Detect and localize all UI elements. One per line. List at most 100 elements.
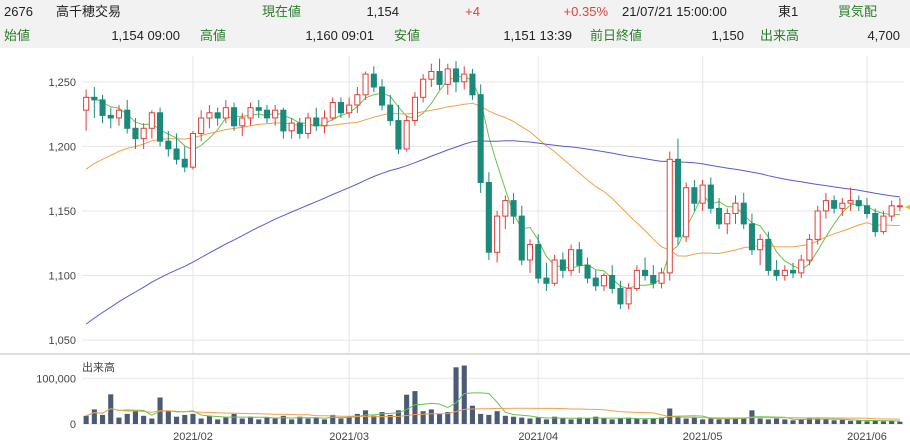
candle-body — [559, 259, 566, 271]
candle-body — [181, 158, 188, 168]
volume-bar — [650, 418, 656, 424]
candle-body — [288, 122, 295, 132]
volume-bar — [856, 420, 862, 424]
volume-ma-mid — [85, 407, 900, 420]
volume-bar — [338, 418, 344, 424]
volume-bar — [330, 414, 336, 424]
candle-body — [707, 184, 714, 209]
volume-bar — [83, 415, 89, 424]
volume-bar — [864, 421, 870, 424]
candle-body — [732, 202, 739, 214]
volume-bar — [412, 391, 418, 424]
candle-body — [395, 120, 402, 150]
market-name: 東1 — [778, 4, 799, 19]
volume-bar — [256, 419, 262, 424]
candle-body — [592, 277, 599, 287]
volume-bar — [141, 415, 147, 424]
volume-bar — [576, 417, 582, 424]
ma-long-line — [85, 140, 900, 325]
candle-body — [444, 68, 451, 85]
volume-bar — [552, 416, 558, 424]
volume-bar — [469, 405, 475, 424]
volume-bar — [765, 419, 771, 424]
prev-close-label: 前日終値 — [590, 28, 643, 43]
candle-body — [790, 269, 797, 274]
quote-header: 2676 高千穂交易 現在値 1,154 +4 +0.35% 21/07/21 … — [0, 0, 910, 48]
volume-tick-label: 0 — [70, 419, 76, 431]
volume-bar — [428, 409, 434, 424]
candle-body — [469, 73, 476, 96]
candle-body — [206, 112, 213, 119]
candle-body — [757, 238, 764, 251]
volume-bar — [124, 413, 130, 424]
low-value: 1,151 13:39 — [503, 28, 572, 43]
candle-body — [354, 94, 361, 106]
candle-body — [650, 275, 657, 284]
candle-body — [411, 96, 418, 121]
time-tick-label: 2021/04 — [518, 431, 558, 443]
quote-board-label[interactable]: 買気配 — [838, 4, 878, 19]
candle-body — [247, 107, 254, 119]
volume-bar — [305, 418, 311, 424]
open-label: 始値 — [4, 28, 31, 43]
quote-row-1: 2676 高千穂交易 現在値 1,154 +4 +0.35% 21/07/21 … — [0, 0, 910, 24]
volume-bar — [798, 419, 804, 424]
price-chart: 1,050 1,100 1,150 1,200 1,250 2021/02 2021/03 2… — [0, 56, 910, 443]
candle-body — [551, 259, 558, 284]
volume-bar — [585, 418, 591, 424]
volume-bar — [297, 416, 303, 424]
volume-bar — [363, 410, 369, 424]
chart-axes: 1,050 1,100 1,150 1,200 1,250 2021/02 2021/03 2… — [0, 77, 910, 443]
candle-body — [740, 202, 747, 225]
volume-bar — [560, 418, 566, 424]
candle-body — [157, 112, 164, 142]
price-tick-label: 1,050 — [48, 335, 76, 347]
candle-body — [814, 210, 821, 240]
candle-body — [748, 223, 756, 251]
candle-body — [165, 140, 172, 150]
stock-name: 高千穂交易 — [56, 4, 122, 19]
candle-body — [576, 249, 583, 266]
volume-bar — [782, 419, 788, 424]
candle-body — [91, 96, 98, 101]
low-label: 安値 — [394, 28, 421, 43]
price-tick-label: 1,150 — [48, 206, 76, 218]
candle-body — [822, 200, 830, 212]
volume-label: 出来高 — [760, 28, 800, 43]
candle-body — [124, 109, 131, 129]
volume-bar — [100, 414, 106, 424]
high-value: 1,160 09:01 — [305, 28, 374, 43]
candle-body — [658, 272, 665, 284]
volume-value: 4,700 — [867, 28, 900, 43]
candle-body — [107, 114, 114, 119]
candle-body — [773, 269, 780, 277]
volume-bar — [379, 412, 385, 424]
candle-body — [609, 275, 616, 289]
candle-body — [510, 200, 517, 217]
volume-bar — [313, 417, 319, 424]
candle-body — [716, 207, 723, 225]
volume-bar — [880, 421, 886, 424]
ma-short-line — [86, 75, 900, 289]
candle-body — [370, 73, 377, 88]
candle-body — [485, 182, 492, 253]
time-tick-label: 2021/06 — [847, 431, 887, 443]
volume-title: 出来高 — [82, 360, 115, 374]
volume-bar — [231, 413, 237, 424]
volume-bar — [91, 409, 97, 424]
volume-bar — [494, 411, 500, 424]
candle-body — [403, 120, 410, 150]
candle-body — [543, 277, 550, 284]
volume-bar — [683, 418, 689, 424]
volume-bar — [371, 415, 377, 424]
volume-bar — [642, 419, 648, 424]
candle-body — [584, 264, 591, 279]
volume-bar — [420, 411, 426, 424]
volume-bar — [700, 419, 706, 424]
stock-code: 2676 — [4, 4, 33, 19]
quote-row-2: 始値 1,154 09:00 高値 1,160 09:01 安値 1,151 1… — [0, 24, 910, 48]
volume-bar — [453, 367, 459, 424]
current-price-value: 1,154 — [366, 4, 399, 19]
price-change-percent: +0.35% — [563, 4, 608, 19]
candle-body — [633, 269, 640, 289]
